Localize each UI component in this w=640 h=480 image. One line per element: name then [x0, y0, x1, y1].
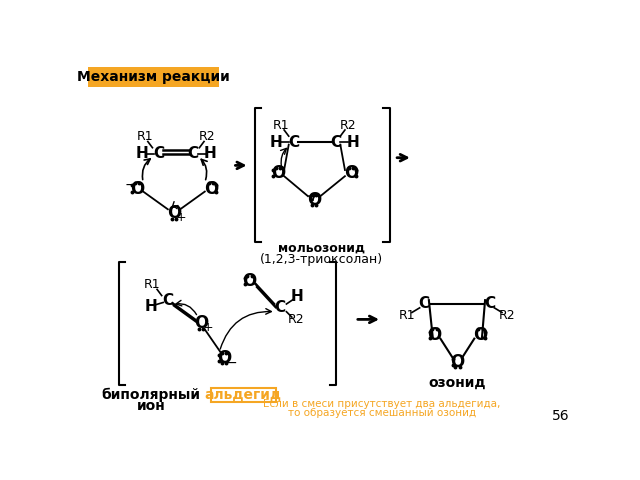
Text: +: + [203, 322, 213, 335]
Text: 56: 56 [552, 409, 570, 423]
Text: R1: R1 [144, 278, 161, 291]
Text: +: + [175, 211, 186, 224]
Text: мольозонид: мольозонид [278, 242, 365, 255]
Text: C: C [484, 297, 495, 312]
Text: H: H [291, 289, 303, 304]
Text: O: O [204, 180, 218, 197]
Text: O: O [427, 326, 442, 344]
Text: H: H [135, 146, 148, 161]
Text: то образуется смешанный озонид: то образуется смешанный озонид [288, 408, 476, 419]
Text: O: O [167, 204, 181, 222]
Text: O: O [271, 164, 285, 182]
Text: H: H [145, 299, 157, 314]
Text: H: H [270, 135, 283, 150]
Text: O: O [474, 326, 488, 344]
Text: альдегид: альдегид [205, 388, 282, 402]
Text: O: O [450, 353, 465, 371]
Text: C: C [163, 293, 173, 308]
Text: O: O [344, 164, 358, 182]
Text: озонид: озонид [429, 375, 486, 390]
Text: H: H [346, 135, 359, 150]
Text: C: C [288, 135, 299, 150]
Text: R1: R1 [273, 119, 289, 132]
Text: O: O [307, 191, 321, 209]
Text: C: C [153, 146, 164, 161]
Text: R2: R2 [499, 309, 515, 322]
Text: (1,2,3-триоксолан): (1,2,3-триоксолан) [260, 253, 383, 266]
Text: R1: R1 [136, 131, 153, 144]
Text: Если в смеси присутствует два альдегида,: Если в смеси присутствует два альдегида, [263, 399, 500, 409]
Text: O: O [194, 314, 208, 332]
Text: ион: ион [136, 398, 165, 413]
Text: биполярный: биполярный [101, 388, 200, 402]
Text: O: O [130, 180, 144, 197]
Text: C: C [188, 146, 199, 161]
Text: C: C [275, 300, 286, 315]
Text: O: O [217, 349, 231, 367]
Text: R2: R2 [287, 313, 304, 326]
Text: Механизм реакции: Механизм реакции [77, 70, 230, 84]
Text: R2: R2 [199, 131, 216, 144]
Text: R1: R1 [399, 309, 415, 322]
Text: C: C [330, 135, 341, 150]
Text: R2: R2 [340, 119, 356, 132]
Text: O: O [243, 272, 257, 290]
Text: H: H [204, 146, 216, 161]
Text: −: − [124, 178, 136, 192]
FancyBboxPatch shape [88, 67, 219, 87]
Text: C: C [419, 297, 430, 312]
Text: −: − [225, 356, 237, 370]
